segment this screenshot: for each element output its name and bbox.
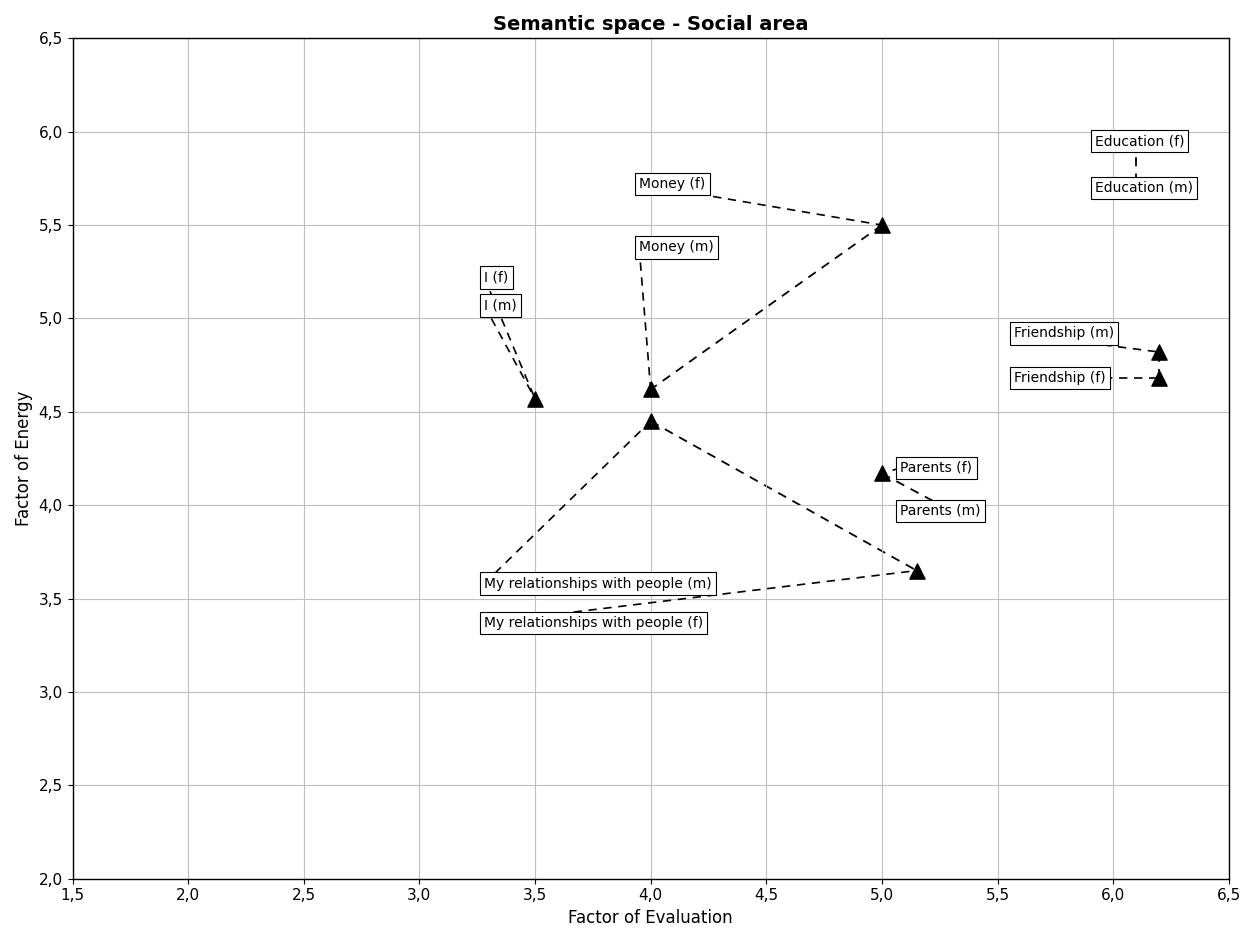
- Text: I (m): I (m): [484, 299, 517, 313]
- Text: Parents (f): Parents (f): [901, 461, 972, 475]
- Y-axis label: Factor of Energy: Factor of Energy: [15, 391, 33, 527]
- Title: Semantic space - Social area: Semantic space - Social area: [492, 15, 809, 34]
- Text: Money (f): Money (f): [639, 177, 706, 191]
- Point: [525, 391, 545, 406]
- Point: [907, 563, 927, 578]
- Point: [1149, 345, 1169, 360]
- Point: [1127, 180, 1147, 195]
- Point: [872, 218, 892, 233]
- Point: [641, 414, 661, 429]
- Text: My relationships with people (f): My relationships with people (f): [484, 616, 703, 630]
- Text: Parents (m): Parents (m): [901, 504, 981, 518]
- Text: Friendship (m): Friendship (m): [1014, 327, 1114, 340]
- Text: Education (f): Education (f): [1095, 134, 1184, 148]
- Point: [872, 466, 892, 481]
- Text: My relationships with people (m): My relationships with people (m): [484, 577, 712, 591]
- X-axis label: Factor of Evaluation: Factor of Evaluation: [569, 909, 734, 927]
- Text: Money (m): Money (m): [639, 240, 713, 254]
- Point: [941, 503, 961, 518]
- Text: I (f): I (f): [484, 270, 509, 284]
- Point: [641, 382, 661, 397]
- Text: Friendship (f): Friendship (f): [1014, 371, 1105, 385]
- Point: [1149, 371, 1169, 386]
- Text: Education (m): Education (m): [1095, 181, 1193, 195]
- Point: [1127, 134, 1147, 149]
